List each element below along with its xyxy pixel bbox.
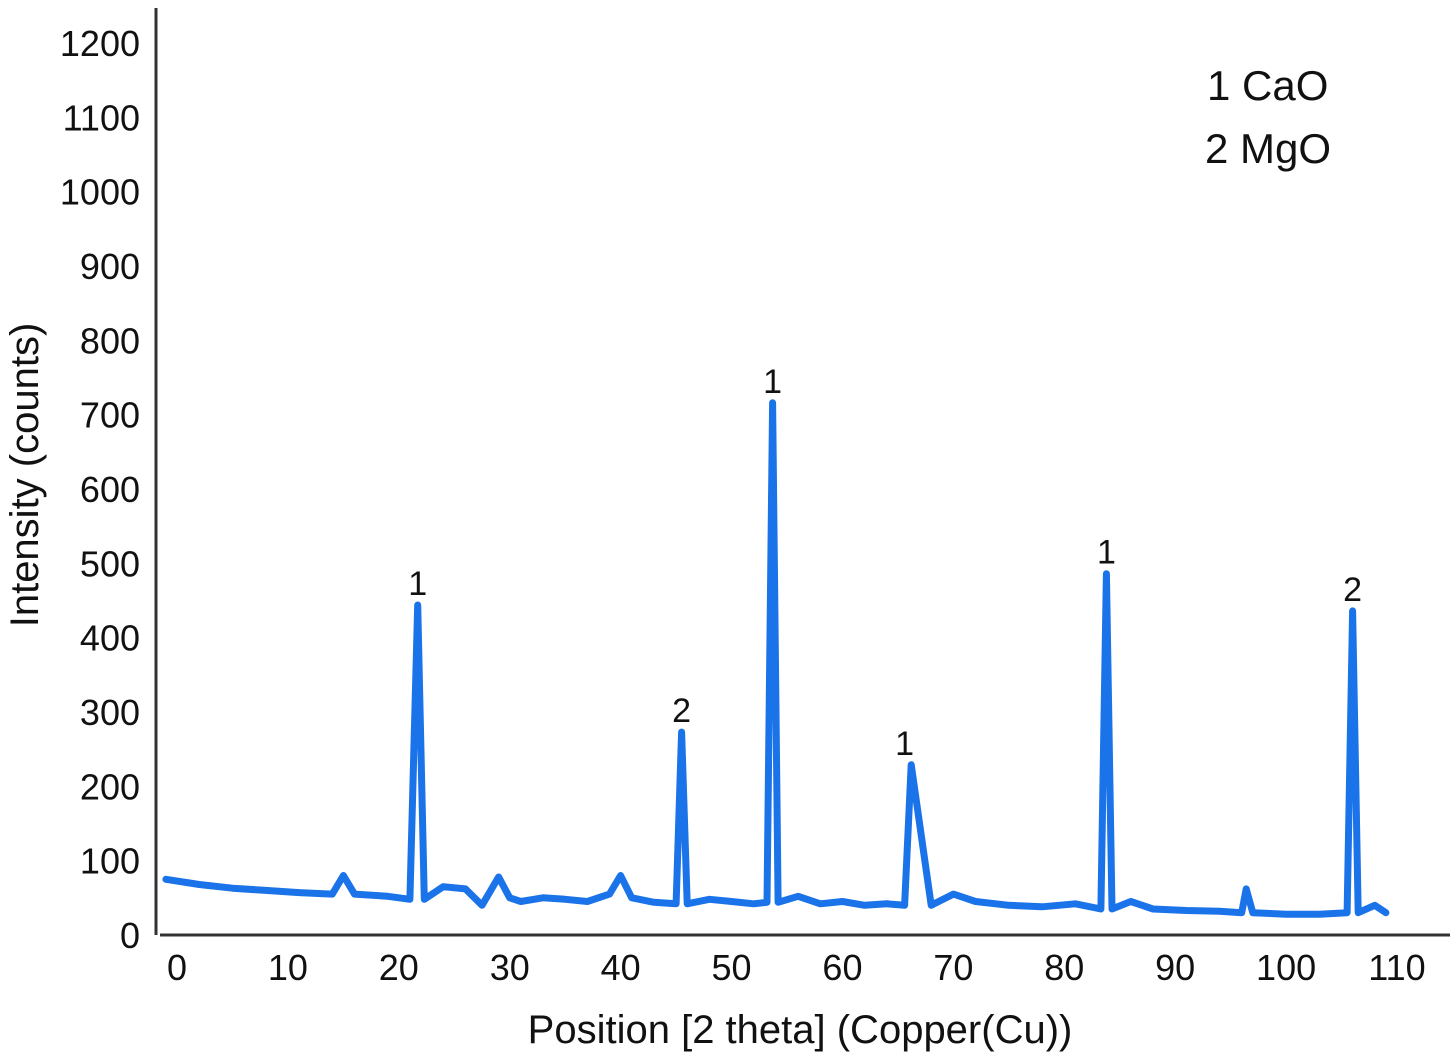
x-tick-label: 60	[822, 947, 862, 988]
y-tick-label: 300	[80, 692, 140, 733]
peak-label: 2	[1343, 571, 1362, 609]
legend: 1 CaO 2 MgO	[1205, 62, 1331, 172]
x-tick-label: 20	[379, 947, 419, 988]
x-tick-label: 50	[712, 947, 752, 988]
peak-label: 1	[895, 725, 914, 763]
x-tick-label: 10	[268, 947, 308, 988]
y-tick-label: 900	[80, 246, 140, 287]
x-tick-label: 100	[1256, 947, 1316, 988]
y-tick-label: 1200	[60, 23, 140, 64]
y-tick-label: 800	[80, 320, 140, 361]
y-tick-label: 1000	[60, 172, 140, 213]
peak-label: 1	[1097, 534, 1116, 572]
y-tick-label: 100	[80, 841, 140, 882]
x-axis-title: Position [2 theta] (Copper(Cu))	[528, 1008, 1073, 1052]
x-tick-label: 0	[167, 947, 187, 988]
x-tick-label: 30	[490, 947, 530, 988]
y-axis-title: Intensity (counts)	[3, 323, 47, 628]
plot-area	[162, 399, 1390, 918]
x-tick-label: 90	[1155, 947, 1195, 988]
peak-label: 2	[672, 692, 691, 730]
x-tick-label: 70	[933, 947, 973, 988]
y-tick-label: 0	[120, 915, 140, 956]
peak-label: 1	[408, 565, 427, 603]
legend-item-2: 2 MgO	[1205, 125, 1331, 172]
x-tick-label: 80	[1044, 947, 1084, 988]
y-tick-labels: 0 100 200 300 400 500 600 700 800 900 1000 1100 1200	[60, 23, 140, 956]
xrd-pattern-line	[162, 399, 1390, 918]
peak-labels: 1 2 1 1 1 2	[408, 363, 1362, 763]
y-tick-label: 1100	[63, 97, 140, 138]
x-tick-labels: 0 10 20 30 40 50 60 70 80 90 100 110	[167, 947, 1426, 988]
y-tick-label: 700	[80, 395, 140, 436]
y-tick-label: 600	[80, 469, 140, 510]
peak-label: 1	[763, 363, 782, 401]
y-tick-label: 400	[80, 618, 140, 659]
x-tick-label: 40	[601, 947, 641, 988]
legend-item-1: 1 CaO	[1207, 62, 1328, 109]
y-tick-label: 500	[80, 543, 140, 584]
y-tick-label: 200	[80, 766, 140, 807]
x-tick-label: 110	[1368, 947, 1425, 988]
